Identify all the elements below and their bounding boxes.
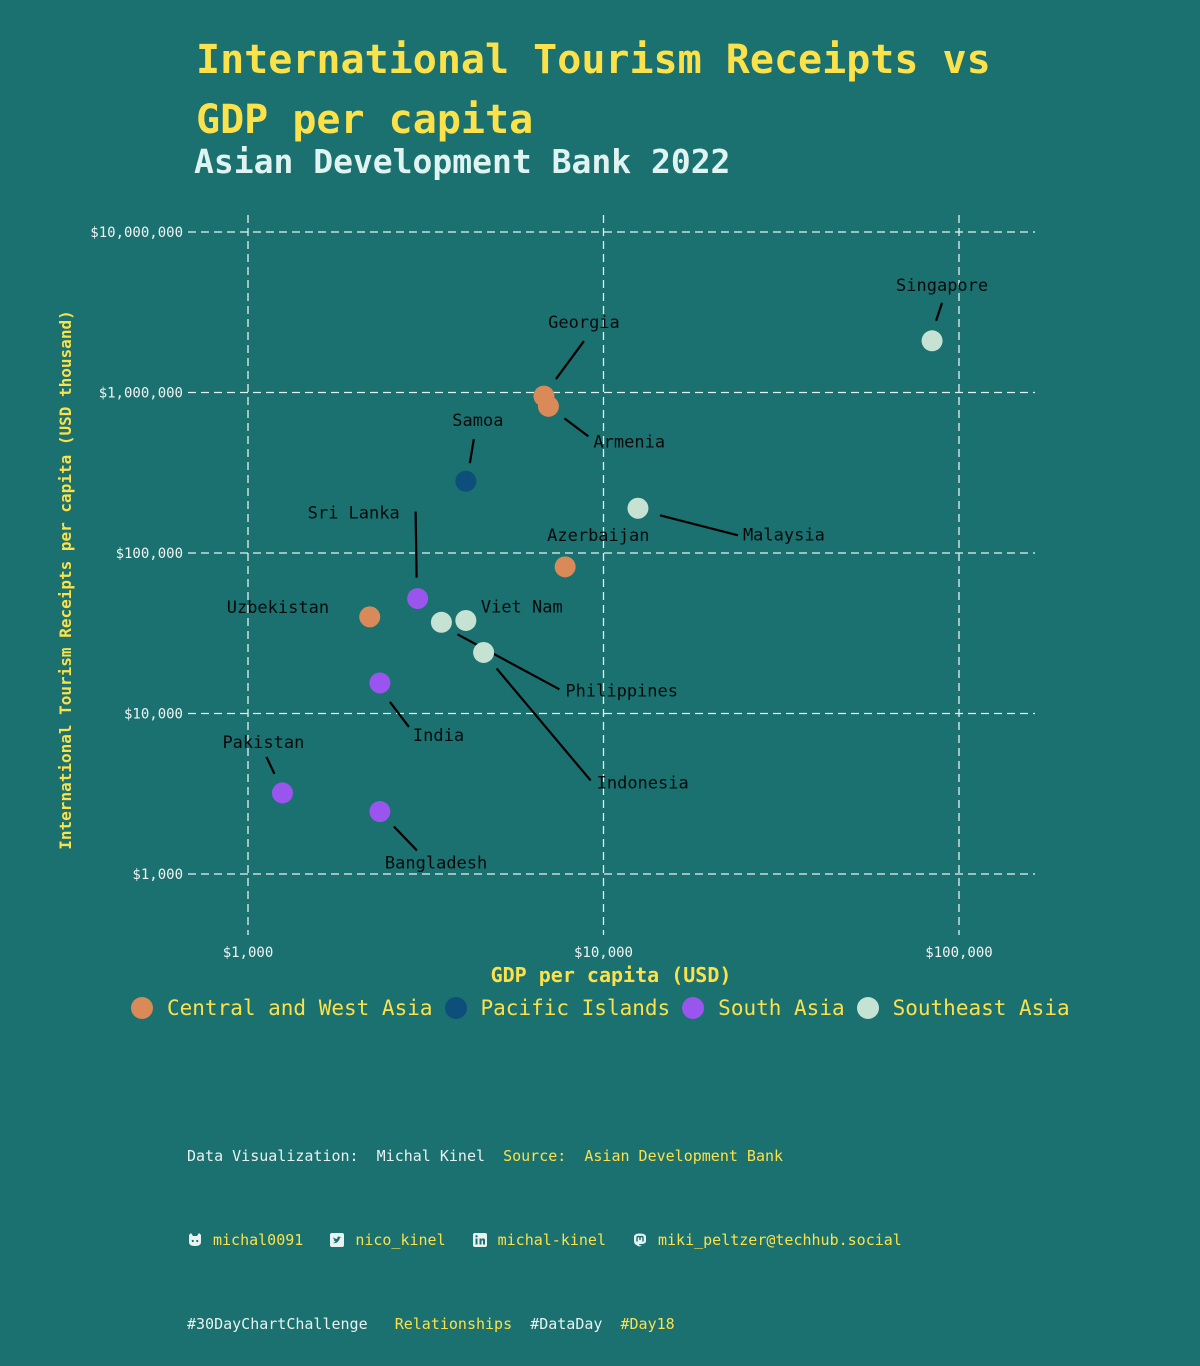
x-tick-label: $10,000 [574,945,633,961]
legend-item-southeast-asia: Southeast Asia [856,996,1070,1020]
point-label-azerbaijan: Azerbaijan [547,526,649,546]
x-axis-title: GDP per capita (USD) [491,963,732,987]
legend-item-south-asia: South Asia [682,996,845,1020]
point-label-viet-nam: Viet Nam [481,597,563,617]
caption-tag-day18: #Day18 [620,1315,675,1333]
legend-swatch-southeast-asia [856,997,879,1019]
legend-item-central-west-asia: Central and West Asia [131,996,433,1020]
chart-subtitle: Asian Development Bank 2022 [194,142,731,181]
caption-mastodon[interactable]: miki_peltzer@techhub.social [658,1231,902,1249]
label-leader-malaysia [659,514,739,537]
point-label-armenia: Armenia [593,432,665,452]
point-pakistan [271,782,293,804]
point-bangladesh [369,801,391,823]
caption: Data Visualization: Michal Kinel Source:… [187,1086,902,1366]
legend: Central and West Asia Pacific Islands So… [131,996,1082,1020]
x-tick-label: $1,000 [223,945,274,961]
caption-source-label: Source: [503,1147,567,1165]
caption-linkedin[interactable]: michal-kinel [497,1231,606,1249]
chart-title-line2: GDP per capita [196,97,534,143]
caption-twitter[interactable]: nico_kinel [355,1231,446,1249]
point-samoa [455,470,477,492]
chart-title: International Tourism Receipts vs GDP pe… [196,30,1156,150]
legend-swatch-central-west-asia [131,997,153,1019]
point-philippines [430,611,452,633]
legend-swatch-pacific-islands [444,997,467,1019]
label-leader-indonesia [495,667,592,782]
point-azerbaijan [554,556,576,578]
y-tick-label: $10,000,000 [90,225,183,241]
point-uzbekistan [359,606,381,628]
point-label-india: India [413,726,464,746]
caption-line-social: michal0091 nico_kinel michal-kinel miki_pel… [187,1226,902,1254]
point-label-sri-lanka: Sri Lanka [308,504,400,524]
legend-label-pacific-islands: Pacific Islands [480,996,671,1020]
point-viet-nam [455,609,477,631]
point-sri-lanka [407,588,429,610]
label-leader-bangladesh [393,825,418,852]
y-tick-label: $1,000,000 [99,386,183,402]
chart-title-line1: International Tourism Receipts vs [196,37,991,83]
legend-label-southeast-asia: Southeast Asia [892,996,1070,1020]
point-malaysia [627,497,649,519]
point-label-indonesia: Indonesia [597,773,689,793]
caption-tag-dataday: #DataDay [530,1315,603,1333]
label-leader-pakistan [265,756,276,775]
point-label-malaysia: Malaysia [743,525,825,545]
caption-github[interactable]: michal0091 [213,1231,304,1249]
linkedin-icon [472,1233,487,1247]
label-leader-armenia [563,417,590,438]
caption-line-credits: Data Visualization: Michal Kinel Source:… [187,1142,902,1170]
legend-swatch-south-asia [682,997,705,1019]
legend-label-central-west-asia: Central and West Asia [167,996,433,1020]
y-tick-label: $10,000 [124,707,183,723]
point-india [369,672,391,694]
caption-line-tags: #30DayChartChallenge Relationships #Data… [187,1310,902,1338]
point-label-uzbekistan: Uzbekistan [227,598,329,618]
label-leader-georgia [555,340,585,380]
point-label-georgia: Georgia [548,313,620,333]
scatter-chart: $1,000 $10,000 $100,000 $1,000 $10,000 $100,0… [56,215,1035,987]
point-label-singapore: Singapore [896,276,988,296]
legend-label-south-asia: South Asia [718,996,845,1020]
point-armenia [537,395,559,417]
caption-source: Asian Development Bank [584,1147,784,1165]
label-leader-samoa [468,439,475,464]
point-indonesia [473,641,495,663]
mastodon-icon [634,1233,646,1247]
caption-viz-label: Data Visualization: [187,1147,359,1165]
x-tick-label: $100,000 [925,945,992,961]
caption-author: Michal Kinel [376,1147,486,1165]
caption-tag-relationships: Relationships [394,1315,513,1333]
point-label-samoa: Samoa [452,411,503,431]
point-label-bangladesh: Bangladesh [385,854,487,874]
y-axis-title: International Tourism Receipts per capit… [56,310,75,849]
label-leader-sri-lanka [414,511,418,578]
caption-tag-challenge: #30DayChartChallenge [187,1315,368,1333]
point-singapore [921,330,943,352]
y-tick-label: $100,000 [116,546,183,562]
label-leader-singapore [935,302,944,322]
github-icon [189,1233,201,1246]
twitter-icon [330,1233,345,1247]
legend-item-pacific-islands: Pacific Islands [444,996,671,1020]
label-leader-india [389,701,410,728]
y-tick-label: $1,000 [132,867,183,883]
point-label-pakistan: Pakistan [222,733,304,753]
label-leader-philippines [456,633,560,691]
point-label-philippines: Philippines [565,681,678,701]
